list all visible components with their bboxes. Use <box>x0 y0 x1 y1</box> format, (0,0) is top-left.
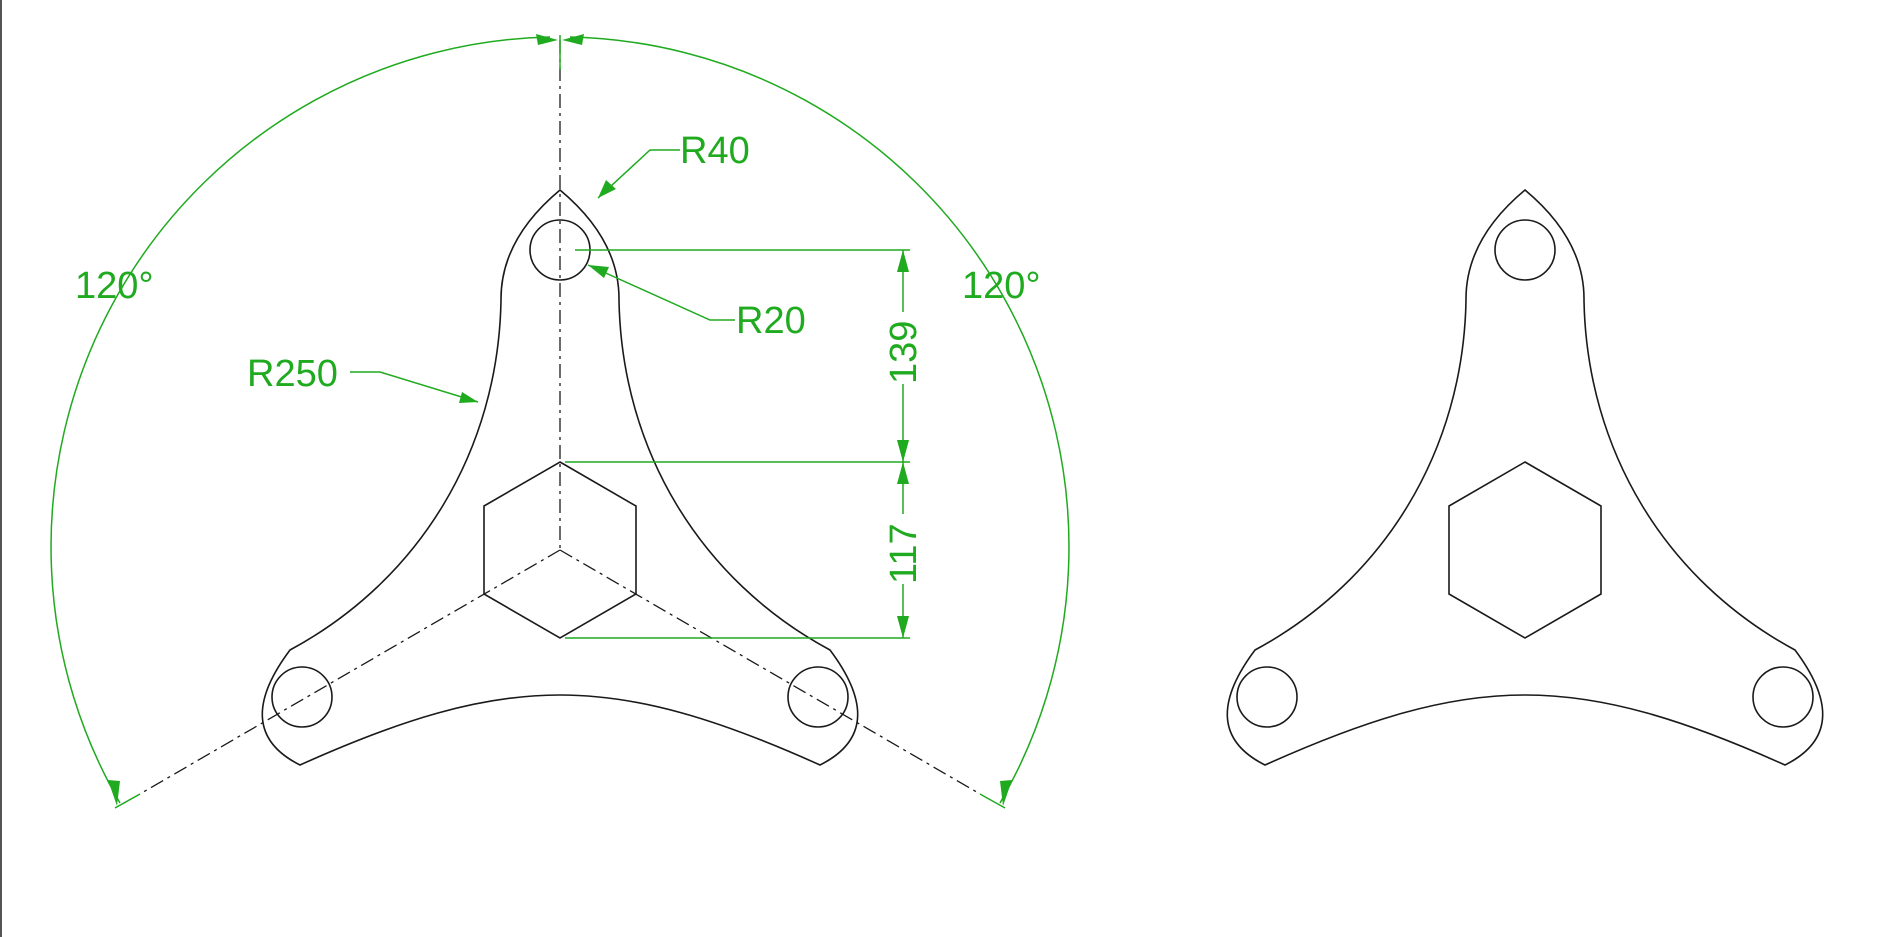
arrowhead <box>588 265 609 278</box>
hole-left <box>1236 666 1298 728</box>
clean-view <box>1226 189 1824 766</box>
arrowhead <box>897 250 909 272</box>
angle-ext-right <box>979 793 1006 809</box>
angle-label-right: 120° <box>962 265 1041 307</box>
hole-top <box>1494 219 1556 281</box>
r20-label: R20 <box>736 300 806 342</box>
r40-leader <box>597 149 680 199</box>
centerline-right <box>559 549 981 795</box>
arrowhead <box>536 34 558 45</box>
arrowhead <box>459 392 478 403</box>
arrowhead <box>897 440 909 462</box>
angle-arc-right <box>569 36 1070 804</box>
hole-left <box>271 666 333 728</box>
hole-right <box>787 666 849 728</box>
r250-label: R250 <box>247 353 338 395</box>
arrowhead <box>562 34 584 45</box>
r250-leader <box>350 371 479 403</box>
arrowhead <box>897 462 909 484</box>
dimensioned-view: 120° 120° R40 R20 R250 139 117 <box>50 34 1070 809</box>
dim-139-label: 139 <box>883 321 925 384</box>
part-outline <box>1226 189 1824 766</box>
hole-right <box>1752 666 1814 728</box>
angle-label-left: 120° <box>75 265 154 307</box>
r40-label: R40 <box>680 130 750 172</box>
r20-leader <box>587 264 735 321</box>
arrowhead <box>108 780 120 806</box>
hex-socket <box>1448 461 1602 639</box>
angle-arc-left <box>50 36 551 804</box>
hex-socket <box>483 461 637 639</box>
arrowhead <box>1000 780 1012 806</box>
centerline-left <box>139 549 561 795</box>
arrowhead <box>598 180 616 198</box>
arrowhead <box>897 616 909 638</box>
dim-117-label: 117 <box>883 523 925 584</box>
angle-ext-left <box>114 793 141 809</box>
